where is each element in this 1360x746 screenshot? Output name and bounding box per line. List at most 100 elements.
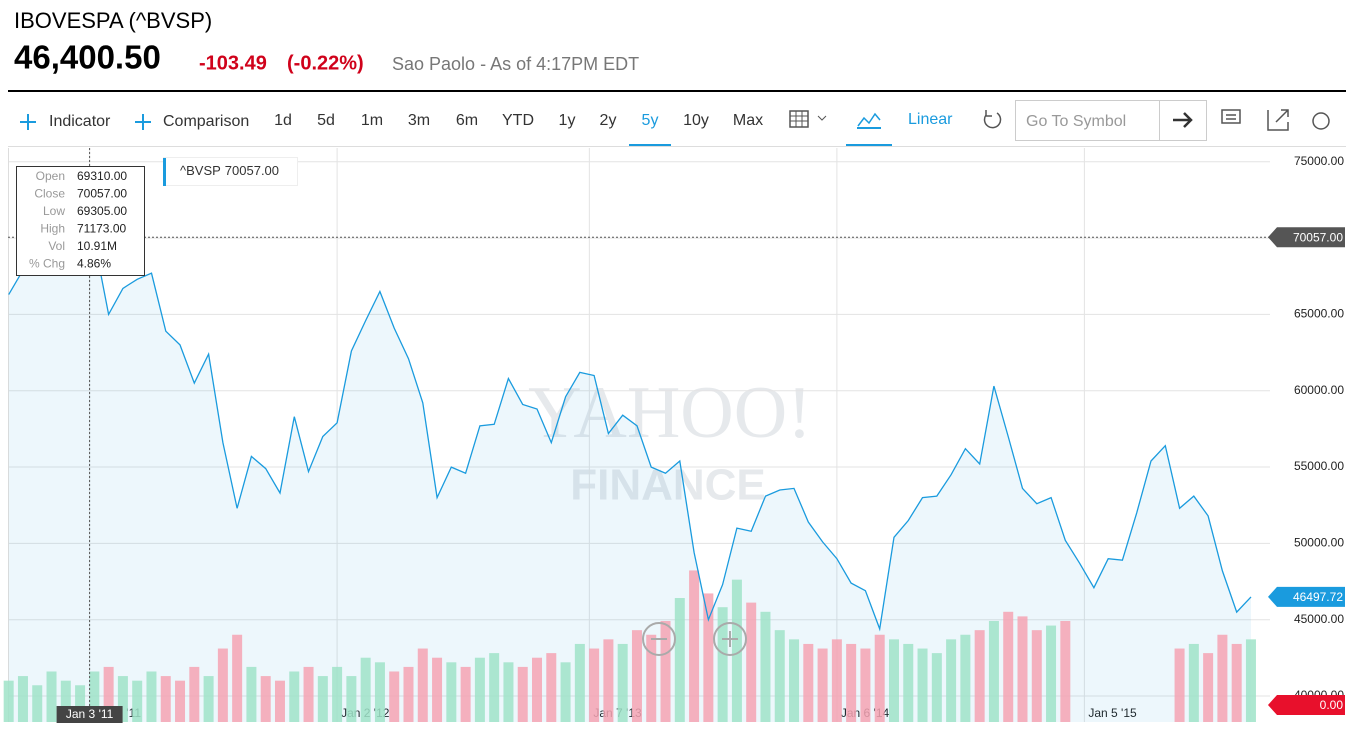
- volume-bar: [774, 630, 785, 722]
- range-button[interactable]: 10y: [683, 112, 709, 129]
- quote-price: 46,400.50: [14, 39, 161, 76]
- range-button[interactable]: 5d: [317, 112, 335, 129]
- fullscreen-button[interactable]: [1267, 109, 1289, 131]
- volume-bar: [217, 648, 228, 722]
- y-tick-label: 60000.00: [1294, 383, 1344, 397]
- volume-bar: [60, 680, 71, 722]
- volume-bar: [175, 680, 186, 722]
- y-tick-label: 50000.00: [1294, 536, 1344, 550]
- volume-bar: [374, 662, 385, 722]
- volume-bar: [103, 666, 114, 722]
- volume-bar: [717, 607, 728, 722]
- tooltip-value: 70057.00: [77, 187, 127, 201]
- volume-bar: [203, 676, 214, 722]
- indicator-button[interactable]: Indicator: [20, 113, 111, 130]
- volume-bar: [1060, 620, 1071, 722]
- volume-bar: [46, 671, 57, 722]
- indicator-label: Indicator: [49, 113, 111, 130]
- tooltip-label: % Chg: [29, 257, 65, 271]
- volume-bar: [846, 643, 857, 722]
- tooltip-label: Close: [34, 187, 65, 201]
- last-price-tag-box: [1268, 586, 1345, 607]
- tooltip-value: 69305.00: [77, 204, 127, 218]
- legend-value: 70057.00: [225, 163, 279, 178]
- volume-bar: [1188, 643, 1199, 722]
- volume-bar: [389, 671, 400, 722]
- y-tick-label: 75000.00: [1294, 154, 1344, 168]
- legend-swatch: [163, 158, 166, 186]
- volume-bar: [432, 657, 443, 722]
- range-button[interactable]: 1m: [361, 112, 383, 129]
- tooltip-value: 71173.00: [77, 222, 126, 236]
- comparison-button[interactable]: Comparison: [135, 113, 249, 130]
- y-tick-label: 55000.00: [1294, 459, 1344, 473]
- volume-bar: [332, 666, 343, 722]
- zoom-button[interactable]: [642, 622, 676, 656]
- volume-bar: [917, 648, 928, 722]
- reset-button[interactable]: [983, 110, 1002, 129]
- volume-bar: [660, 620, 671, 722]
- volume-bar: [32, 685, 43, 722]
- volume-bar: [1017, 616, 1028, 722]
- active-underline: [846, 144, 892, 146]
- tooltip-box: [16, 166, 145, 276]
- tooltip-label: High: [40, 222, 65, 236]
- range-button[interactable]: 1d: [274, 112, 292, 129]
- chart-type-button[interactable]: [846, 112, 892, 146]
- volume-bar: [75, 685, 86, 722]
- volume-bar: [260, 676, 271, 722]
- volume-bar: [546, 653, 557, 722]
- volume-bar: [689, 570, 700, 722]
- volume-bar: [160, 676, 171, 722]
- zoom-button[interactable]: [713, 622, 747, 656]
- volume-bar: [1031, 630, 1042, 722]
- volume-bar: [946, 639, 957, 722]
- quote-change: -103.49: [199, 52, 267, 74]
- volume-bar: [703, 593, 714, 722]
- volume-bar: [617, 643, 628, 722]
- range-buttons: 1d 5d 1m 3m 6m YTD 1y 2y 5y 10y Max: [274, 112, 763, 146]
- volume-bar: [517, 666, 528, 722]
- volume-bar: [817, 648, 828, 722]
- range-button[interactable]: YTD: [502, 112, 534, 129]
- range-button[interactable]: 2y: [600, 112, 617, 129]
- volume-bar: [789, 639, 800, 722]
- last-price-tag: 46497.72: [1293, 590, 1343, 604]
- crosshair-date: Jan 3 '11: [66, 707, 114, 721]
- settings-button[interactable]: [1312, 112, 1330, 130]
- range-button[interactable]: 6m: [456, 112, 478, 129]
- settings-list-button[interactable]: [1221, 109, 1241, 124]
- range-button[interactable]: 3m: [408, 112, 430, 129]
- watermark: FINANCE: [570, 461, 766, 510]
- volume-bar: [346, 676, 357, 722]
- volume-bar: [888, 639, 899, 722]
- date-picker[interactable]: [789, 110, 827, 128]
- volume-bar: [803, 643, 814, 722]
- volume-bar: [760, 611, 771, 722]
- volume-bar: [589, 648, 600, 722]
- volume-bar: [417, 648, 428, 722]
- volume-bar: [674, 598, 685, 722]
- volume-bar: [1203, 653, 1214, 722]
- range-button[interactable]: Max: [733, 112, 763, 129]
- volume-tag-box: [1268, 695, 1345, 715]
- range-button[interactable]: 1y: [559, 112, 576, 129]
- scale-button[interactable]: Linear: [908, 111, 953, 128]
- y-tick-label: 65000.00: [1294, 307, 1344, 321]
- volume-bar: [232, 634, 243, 722]
- range-button[interactable]: 5y: [642, 112, 659, 129]
- zoom-circle: [713, 622, 747, 656]
- plus-icon: [20, 114, 36, 130]
- go-button[interactable]: [1173, 112, 1193, 128]
- chart-type-icon: [857, 112, 881, 127]
- area: [8, 241, 1252, 722]
- volume-bar: [246, 666, 257, 722]
- volume-bar: [603, 639, 614, 722]
- comparison-label: Comparison: [163, 113, 249, 130]
- volume-bar: [874, 634, 885, 722]
- volume-bar: [960, 634, 971, 722]
- tooltip-label: Vol: [48, 239, 65, 253]
- header-rule: [8, 90, 1346, 92]
- volume-bar: [974, 630, 985, 722]
